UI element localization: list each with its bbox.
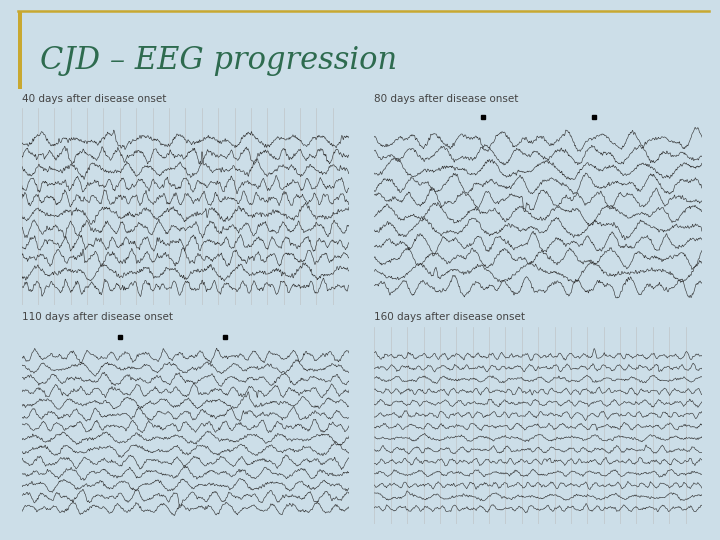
Text: 110 days after disease onset: 110 days after disease onset [22,312,173,322]
Text: 80 days after disease onset: 80 days after disease onset [374,93,519,104]
Text: 40 days after disease onset: 40 days after disease onset [22,93,166,104]
Text: 160 days after disease onset: 160 days after disease onset [374,312,526,322]
Text: CJD – EEG progression: CJD – EEG progression [40,45,397,76]
Bar [18,11,22,89]
